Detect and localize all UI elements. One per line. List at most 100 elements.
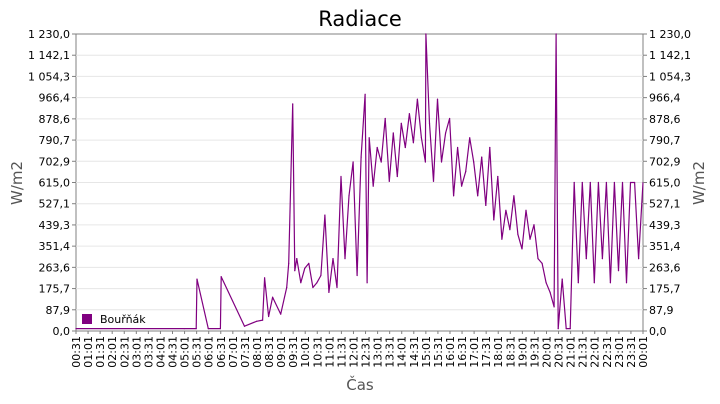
x-tick-label: 01:31	[94, 336, 107, 368]
x-tick-label: 06:31	[215, 336, 228, 368]
data-point	[404, 146, 406, 149]
data-point	[481, 156, 483, 158]
data-point	[485, 204, 487, 206]
data-point	[268, 315, 270, 318]
data-point	[372, 185, 374, 187]
x-tick-label: 08:01	[251, 336, 264, 368]
x-tick-label: 03:31	[142, 336, 155, 368]
data-point	[360, 156, 362, 158]
data-point	[425, 33, 427, 35]
data-point	[549, 291, 551, 293]
y-tick-label-right: 351,4	[649, 240, 681, 253]
data-point	[565, 328, 567, 330]
data-point	[555, 33, 557, 35]
data-point	[336, 286, 338, 289]
data-point	[581, 181, 583, 184]
data-point	[638, 258, 640, 260]
data-point	[509, 229, 511, 231]
data-point	[376, 146, 378, 149]
data-point	[324, 214, 326, 216]
data-point	[521, 248, 523, 250]
x-tick-label: 16:01	[444, 336, 457, 368]
y-axis-right: 0,0 87,9 175,7 263,6 351,4 439,3 527,1 615,0 702…	[643, 28, 691, 338]
data-point	[320, 274, 322, 277]
data-point	[332, 258, 334, 260]
data-point	[625, 282, 628, 284]
y-tick-label-right: 175,7	[649, 283, 681, 296]
x-tick-label: 12:01	[347, 336, 360, 368]
y-tick-label-left: 878,6	[39, 113, 71, 126]
y-tick-label-right: 263,6	[649, 261, 681, 274]
y-tick-label-left: 527,1	[39, 198, 71, 211]
data-point	[457, 146, 459, 149]
y-tick-label-left: 790,7	[39, 134, 71, 147]
data-point	[593, 282, 595, 284]
data-point	[557, 328, 559, 330]
data-point	[461, 185, 463, 187]
y-tick-label-right: 615,0	[649, 177, 681, 190]
data-point	[288, 262, 290, 264]
data-point	[308, 262, 310, 264]
data-point	[328, 291, 330, 293]
data-point	[364, 93, 366, 95]
x-tick-label: 05:31	[191, 336, 204, 368]
data-point	[408, 113, 410, 115]
data-point	[348, 195, 350, 197]
x-tick-label: 09:01	[275, 336, 288, 368]
x-tick-label: 14:31	[408, 336, 421, 368]
data-point	[617, 270, 620, 272]
y-tick-label-left: 439,3	[39, 219, 71, 232]
data-point	[445, 132, 447, 134]
y-tick-label-right: 966,4	[649, 92, 681, 105]
data-point	[416, 98, 418, 100]
data-point	[469, 137, 471, 139]
data-point	[525, 209, 527, 211]
data-point	[597, 181, 600, 184]
data-point	[601, 258, 604, 260]
data-point	[219, 328, 221, 330]
x-axis: 00:31 01:01 01:31 02:01 02:31 03:01 03:31 04:01…	[70, 331, 650, 368]
data-point	[609, 282, 612, 284]
data-point	[296, 258, 298, 260]
chart-title: Radiace	[318, 7, 402, 31]
x-tick-label: 03:01	[130, 336, 143, 368]
y-tick-label-left: 351,4	[39, 240, 71, 253]
data-point	[340, 175, 342, 178]
data-point	[545, 282, 547, 284]
y-axis-label-left: W/m2	[8, 161, 26, 205]
data-point	[352, 161, 354, 163]
data-point	[629, 181, 632, 184]
data-point	[605, 181, 608, 184]
data-point	[497, 175, 499, 178]
x-tick-label: 09:31	[287, 336, 300, 368]
y-tick-label-right: 790,7	[649, 134, 681, 147]
data-point	[585, 258, 587, 260]
data-point	[613, 181, 616, 184]
legend-swatch	[82, 314, 92, 324]
data-point	[569, 328, 571, 330]
x-tick-label: 01:01	[82, 336, 95, 368]
data-point	[344, 258, 346, 260]
data-point	[272, 296, 274, 298]
data-point	[449, 117, 451, 120]
data-point	[501, 238, 503, 240]
data-point	[561, 278, 563, 280]
y-tick-label-left: 263,6	[39, 261, 71, 274]
x-tick-label: 15:31	[432, 336, 445, 368]
y-tick-label-right: 1 230,0	[649, 28, 691, 41]
data-point	[195, 328, 197, 330]
data-point	[75, 328, 77, 330]
x-tick-label: 11:01	[323, 336, 336, 368]
data-point	[286, 286, 288, 289]
data-point	[573, 181, 575, 184]
legend: Bouřňák	[82, 313, 146, 326]
data-point	[453, 195, 455, 197]
data-point	[292, 103, 294, 105]
y-axis-label-right: W/m2	[690, 161, 708, 205]
x-tick-label: 06:01	[203, 336, 216, 368]
y-tick-label-left: 966,4	[39, 92, 71, 105]
y-axis-left: 0,0 87,9 175,7 263,6 351,4 439,3 527,1 615,0 702…	[28, 28, 76, 338]
x-tick-label: 02:31	[118, 336, 131, 368]
data-point	[420, 137, 422, 139]
x-tick-label: 22:01	[589, 336, 602, 368]
